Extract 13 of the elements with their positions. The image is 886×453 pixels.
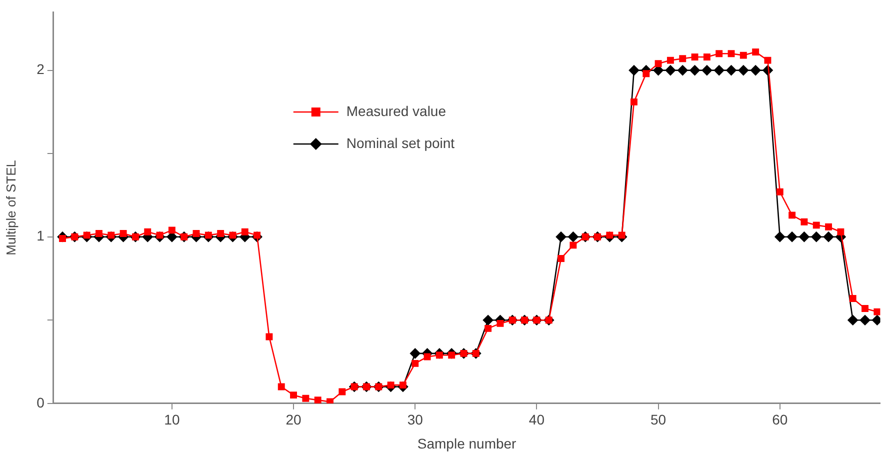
x-tick-label: 20 bbox=[286, 412, 302, 428]
x-axis-title: Sample number bbox=[417, 435, 517, 452]
y-tick-label: 2 bbox=[36, 61, 45, 78]
y-axis-title: Multiple of STEL bbox=[3, 160, 18, 256]
x-tick-label: 10 bbox=[164, 412, 180, 428]
y-tick-label: 1 bbox=[36, 228, 45, 244]
x-tick-label: 30 bbox=[407, 412, 424, 428]
y-tick-label: 0 bbox=[36, 394, 45, 410]
legend-label: Nominal set point bbox=[346, 134, 455, 151]
legend-label: Measured value bbox=[346, 102, 446, 119]
x-tick-label: 60 bbox=[772, 412, 788, 428]
x-tick-label: 50 bbox=[650, 412, 666, 428]
x-tick-label: 40 bbox=[528, 412, 545, 428]
